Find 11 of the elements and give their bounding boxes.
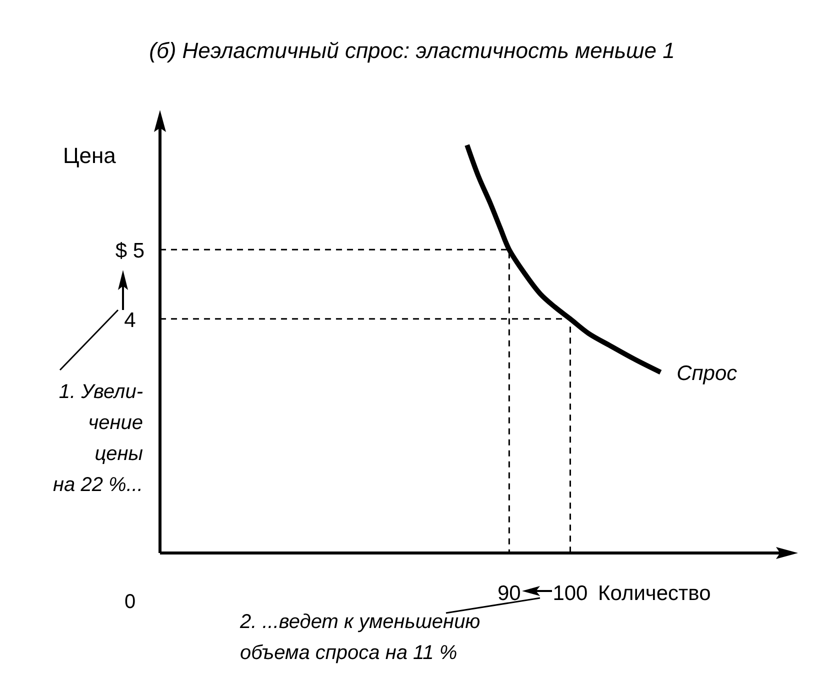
y-axis-title: Цена <box>63 143 117 168</box>
x-axis-title: Количество <box>598 582 711 605</box>
y-tick-label: $ 5 <box>115 240 145 263</box>
x-tick-label: 90 <box>498 582 521 605</box>
series-label: Спрос <box>676 362 738 386</box>
text: 0 <box>124 591 136 613</box>
text: 1. Увели- чение цены на 22 %... <box>53 381 144 496</box>
x-tick-label: 100 <box>552 582 588 605</box>
y-tick-label: 4 <box>124 308 136 332</box>
text: 2. ...ведет к уменьшению объема спроса на 11 % <box>239 611 480 664</box>
chart-title: (б) Неэластичный спрос: эластичность меньше 1 <box>149 38 675 63</box>
